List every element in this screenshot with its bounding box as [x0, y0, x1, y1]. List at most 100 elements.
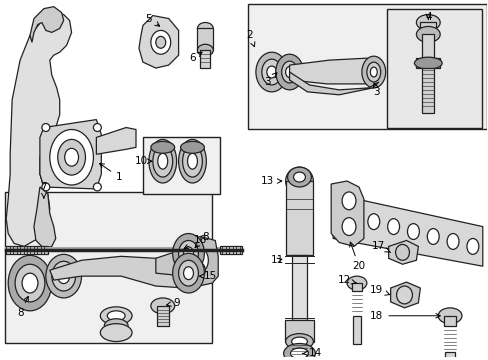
Text: 6: 6 [189, 52, 202, 63]
Text: 18: 18 [369, 311, 439, 321]
Polygon shape [156, 246, 210, 278]
Ellipse shape [361, 56, 385, 88]
Ellipse shape [153, 145, 172, 177]
Ellipse shape [178, 139, 206, 183]
Ellipse shape [100, 324, 132, 342]
Ellipse shape [342, 218, 355, 235]
Ellipse shape [285, 67, 293, 77]
Ellipse shape [285, 167, 313, 195]
Ellipse shape [407, 224, 419, 239]
Ellipse shape [197, 22, 213, 35]
Ellipse shape [58, 139, 85, 175]
Bar [247, 4, 486, 130]
Polygon shape [6, 13, 71, 246]
Ellipse shape [187, 153, 197, 169]
Polygon shape [34, 187, 56, 248]
Ellipse shape [255, 52, 287, 92]
Polygon shape [330, 181, 363, 246]
Polygon shape [96, 127, 136, 154]
Bar [422, 35, 433, 64]
Bar [197, 28, 213, 50]
Ellipse shape [8, 255, 52, 311]
Ellipse shape [93, 123, 101, 131]
Polygon shape [289, 58, 383, 84]
Ellipse shape [293, 172, 305, 182]
Bar [351, 283, 361, 291]
Bar [386, 9, 481, 127]
Ellipse shape [197, 44, 213, 56]
Text: 17: 17 [371, 242, 390, 252]
Text: 10: 10 [134, 156, 151, 166]
Ellipse shape [183, 267, 193, 280]
Ellipse shape [287, 167, 311, 187]
Text: 5: 5 [145, 14, 159, 26]
Bar [416, 58, 439, 68]
Bar [420, 22, 435, 35]
Ellipse shape [151, 298, 174, 314]
Text: 20: 20 [349, 242, 365, 271]
Ellipse shape [188, 247, 208, 273]
Bar [285, 181, 313, 255]
Polygon shape [50, 256, 200, 288]
Text: 8: 8 [17, 296, 28, 318]
Ellipse shape [413, 57, 441, 69]
Ellipse shape [15, 264, 45, 302]
Ellipse shape [172, 253, 204, 293]
Ellipse shape [151, 30, 170, 54]
Bar [291, 255, 307, 320]
Text: 13: 13 [261, 176, 281, 186]
Ellipse shape [366, 62, 380, 82]
Ellipse shape [182, 145, 202, 177]
Ellipse shape [50, 130, 93, 185]
Ellipse shape [437, 308, 461, 324]
Polygon shape [40, 120, 101, 189]
Ellipse shape [58, 269, 69, 284]
Ellipse shape [42, 183, 50, 191]
Ellipse shape [151, 141, 174, 153]
Polygon shape [289, 72, 378, 95]
Bar [5, 192, 212, 342]
Ellipse shape [416, 26, 439, 42]
Text: 9: 9 [166, 298, 180, 308]
Text: 3: 3 [372, 83, 379, 97]
Bar [444, 352, 454, 360]
Ellipse shape [107, 311, 125, 321]
Text: 15: 15 [199, 271, 217, 281]
Bar [284, 320, 314, 342]
Ellipse shape [466, 238, 478, 255]
Ellipse shape [261, 59, 281, 85]
Polygon shape [175, 237, 218, 286]
Ellipse shape [367, 214, 379, 230]
Ellipse shape [172, 234, 204, 273]
Ellipse shape [100, 307, 132, 325]
Ellipse shape [148, 139, 176, 183]
Polygon shape [388, 240, 418, 264]
Ellipse shape [347, 209, 359, 225]
Ellipse shape [178, 260, 198, 286]
Ellipse shape [446, 234, 458, 249]
Ellipse shape [295, 177, 303, 185]
Bar [422, 68, 433, 113]
Bar [142, 138, 220, 194]
Ellipse shape [42, 123, 50, 131]
Polygon shape [30, 6, 63, 42]
Ellipse shape [290, 348, 308, 359]
Polygon shape [332, 194, 482, 266]
Text: 3: 3 [264, 73, 276, 87]
Ellipse shape [104, 319, 128, 333]
Bar [443, 316, 455, 326]
Ellipse shape [369, 67, 377, 77]
Ellipse shape [396, 286, 411, 304]
Ellipse shape [156, 36, 165, 48]
Text: 7: 7 [41, 182, 47, 198]
Bar [220, 246, 242, 255]
Text: 14: 14 [303, 348, 321, 359]
Ellipse shape [283, 343, 315, 360]
Polygon shape [390, 282, 420, 308]
Ellipse shape [342, 192, 355, 210]
Ellipse shape [266, 66, 276, 78]
Ellipse shape [52, 261, 76, 291]
Ellipse shape [281, 61, 297, 83]
Ellipse shape [387, 219, 399, 234]
Ellipse shape [291, 173, 307, 189]
